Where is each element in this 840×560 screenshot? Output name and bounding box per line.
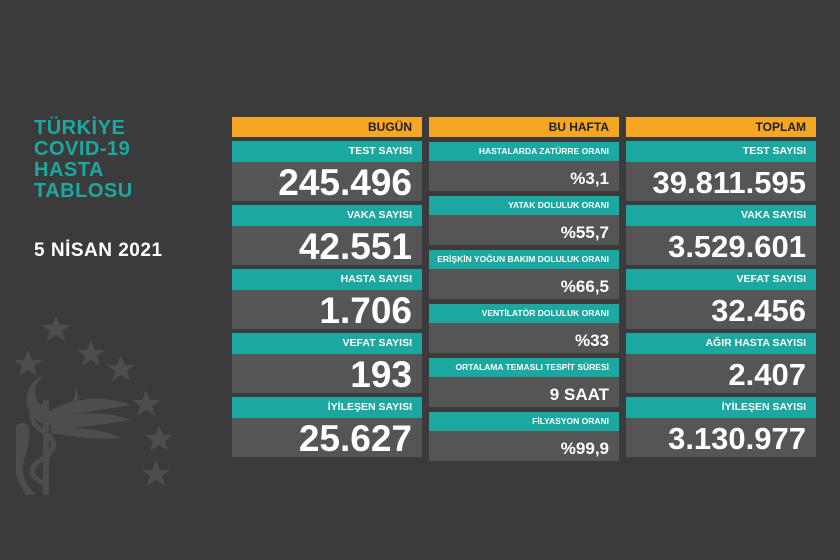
today-column: BUGÜN TEST SAYISI 245.496 VAKA SAYISI 42… [232,117,422,459]
week-icu-cell: ERİŞKİN YOĞUN BAKIM DOLULUK ORANI %66,5 [429,250,619,299]
today-recovered-label: İYİLEŞEN SAYISI [232,397,422,418]
today-patient-label: HASTA SAYISI [232,269,422,290]
today-test-cell: TEST SAYISI 245.496 [232,141,422,203]
week-pneumonia-cell: HASTALARDA ZATÜRRE ORANI %3,1 [429,142,619,191]
total-severe-cell: AĞIR HASTA SAYISI 2.407 [626,333,816,393]
total-death-label: VEFAT SAYISI [626,269,816,290]
week-bed-label: YATAK DOLULUK ORANI [429,196,619,215]
week-contact-label: ORTALAMA TEMASLI TESPİT SÜRESİ [429,358,619,377]
total-recovered-label: İYİLEŞEN SAYISI [626,397,816,418]
total-death-value: 32.456 [626,290,816,329]
week-filiation-value: %99,9 [429,431,619,461]
today-death-label: VEFAT SAYISI [232,333,422,354]
today-test-value: 245.496 [232,162,422,203]
today-death-cell: VEFAT SAYISI 193 [232,333,422,395]
report-date: 5 NİSAN 2021 [34,240,163,261]
week-filiation-cell: FİLYASYON ORANI %99,9 [429,412,619,461]
today-death-value: 193 [232,354,422,395]
total-test-value: 39.811.595 [626,162,816,201]
week-ventilator-value: %33 [429,323,619,353]
week-pneumonia-label: HASTALARDA ZATÜRRE ORANI [429,142,619,161]
title-line-1: TÜRKİYE [34,117,126,139]
total-case-cell: VAKA SAYISI 3.529.601 [626,205,816,265]
total-recovered-cell: İYİLEŞEN SAYISI 3.130.977 [626,397,816,457]
week-bed-cell: YATAK DOLULUK ORANI %55,7 [429,196,619,245]
today-recovered-cell: İYİLEŞEN SAYISI 25.627 [232,397,422,459]
today-recovered-value: 25.627 [232,418,422,459]
today-case-cell: VAKA SAYISI 42.551 [232,205,422,267]
week-pneumonia-value: %3,1 [429,161,619,191]
week-ventilator-label: VENTİLATÖR DOLULUK ORANI [429,304,619,323]
week-header: BU HAFTA [429,117,619,137]
total-test-cell: TEST SAYISI 39.811.595 [626,141,816,201]
today-patient-value: 1.706 [232,290,422,331]
page-title: TÜRKİYE COVID-19 HASTA TABLOSU [34,118,133,202]
total-recovered-value: 3.130.977 [626,418,816,457]
today-case-label: VAKA SAYISI [232,205,422,226]
week-contact-value: 9 SAAT [429,377,619,407]
total-test-label: TEST SAYISI [626,141,816,162]
total-case-value: 3.529.601 [626,226,816,265]
today-header: BUGÜN [232,117,422,137]
week-bed-value: %55,7 [429,215,619,245]
health-ministry-emblem-icon [16,315,173,495]
week-column: BU HAFTA HASTALARDA ZATÜRRE ORANI %3,1 Y… [429,117,619,461]
week-ventilator-cell: VENTİLATÖR DOLULUK ORANI %33 [429,304,619,353]
total-column: TOPLAM TEST SAYISI 39.811.595 VAKA SAYIS… [626,117,816,457]
total-death-cell: VEFAT SAYISI 32.456 [626,269,816,329]
week-icu-label: ERİŞKİN YOĞUN BAKIM DOLULUK ORANI [429,250,619,269]
week-contact-cell: ORTALAMA TEMASLI TESPİT SÜRESİ 9 SAAT [429,358,619,407]
total-case-label: VAKA SAYISI [626,205,816,226]
total-header: TOPLAM [626,117,816,137]
week-icu-value: %66,5 [429,269,619,299]
week-filiation-label: FİLYASYON ORANI [429,412,619,431]
today-case-value: 42.551 [232,226,422,267]
total-severe-value: 2.407 [626,354,816,393]
title-line-2: COVID-19 [34,138,131,160]
total-severe-label: AĞIR HASTA SAYISI [626,333,816,354]
today-patient-cell: HASTA SAYISI 1.706 [232,269,422,331]
today-test-label: TEST SAYISI [232,141,422,162]
title-line-3: HASTA [34,159,104,181]
title-line-4: TABLOSU [34,180,133,202]
